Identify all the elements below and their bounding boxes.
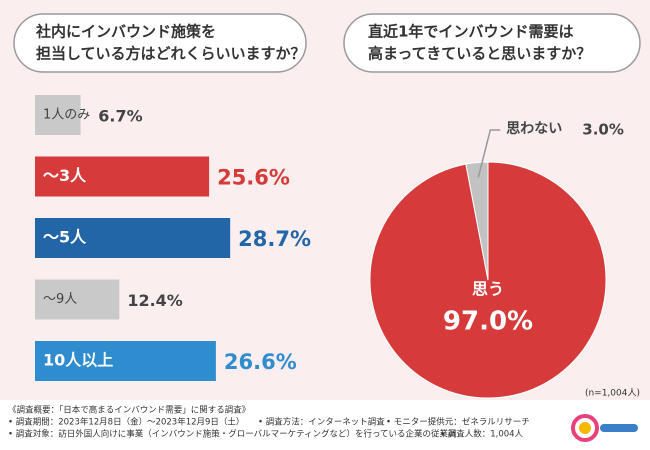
- value-label: 25.6%: [217, 166, 290, 190]
- bar: [35, 218, 231, 258]
- category-label: 10人以上: [43, 351, 113, 370]
- value-label: 28.7%: [238, 227, 311, 251]
- sample-note: (n=1,004人): [585, 388, 640, 399]
- value-label: 12.4%: [127, 291, 183, 310]
- value-label: 6.7%: [98, 107, 142, 126]
- footer-background: [0, 400, 650, 450]
- footer-heading: 《調査概要：「日本で高まるインバウンド需要」に関する調査》: [8, 405, 250, 416]
- value-label: 26.6%: [224, 350, 297, 374]
- logo: [571, 414, 638, 442]
- footer-item: • モニター提供元：ゼネラルリサーチ: [386, 417, 530, 428]
- slice-value: 3.0%: [582, 121, 624, 139]
- leader-line: [477, 129, 501, 178]
- footer-item: • 調査期間：2023年12月8日（金）〜2023年12月9日（土）: [8, 417, 244, 428]
- chart-title: 直近1年でインバウンド需要は: [368, 23, 573, 41]
- title-bubble: [13, 13, 307, 73]
- category-label: 〜3人: [43, 166, 87, 185]
- slice-value: 97.0%: [443, 307, 533, 337]
- footer-item: • 調査対象：訪日外国人向けに事業（インバウンド施策・グローバルマーケティングな…: [8, 429, 457, 440]
- slice-label: 思わない: [506, 121, 562, 137]
- footer-item: • 調査方法：インターネット調査: [258, 417, 385, 428]
- category-label: 〜5人: [43, 228, 87, 247]
- chart-title: 担当している方はどれくらいいますか？: [36, 45, 306, 63]
- category-label: 〜9人: [43, 292, 77, 307]
- bar: [35, 95, 81, 135]
- title-bubble: [343, 13, 641, 73]
- chart-title: 高まってきていると思いますか？: [368, 45, 591, 63]
- category-label: 1人のみ: [43, 108, 90, 123]
- footer-item: • 調査人数：1,004人: [440, 429, 524, 440]
- pie-slice: [465, 161, 489, 281]
- bar: [35, 279, 120, 320]
- slice-label: 思う: [472, 280, 504, 299]
- chart-title: 社内にインバウンド施策を: [35, 23, 216, 41]
- bar: [35, 341, 216, 381]
- bar: [35, 156, 210, 197]
